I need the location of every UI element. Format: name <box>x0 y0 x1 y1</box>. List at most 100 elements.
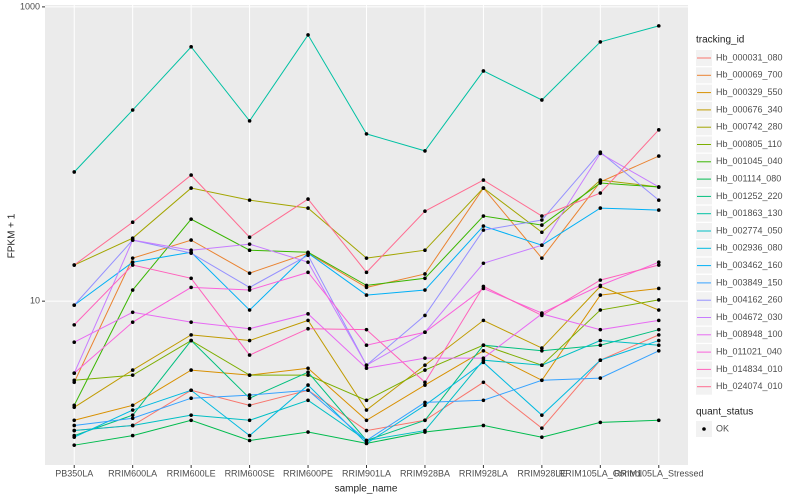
data-point <box>189 186 193 190</box>
data-point <box>540 98 544 102</box>
data-point <box>598 191 603 195</box>
data-point <box>247 353 252 357</box>
data-point <box>189 338 193 343</box>
data-point <box>247 198 252 202</box>
data-point <box>540 218 544 222</box>
x-axis-title: sample_name <box>335 484 398 495</box>
data-point <box>598 151 603 156</box>
data-point <box>656 333 661 337</box>
data-point <box>130 320 135 324</box>
data-point <box>306 206 310 210</box>
data-point <box>72 340 77 345</box>
legend-label: Hb_002936_080 <box>716 243 783 253</box>
data-point <box>130 368 135 372</box>
x-tick-label: RRIM600LA <box>108 468 157 478</box>
data-point <box>423 313 427 318</box>
data-point <box>598 206 603 210</box>
legend-label: Hb_014834_010 <box>716 364 783 374</box>
data-point <box>598 181 603 185</box>
data-point <box>306 373 310 377</box>
data-point <box>306 326 310 331</box>
data-point <box>540 256 544 260</box>
data-point <box>598 283 603 288</box>
data-point <box>130 408 135 412</box>
data-point <box>423 248 427 253</box>
data-point <box>306 270 310 275</box>
data-point <box>72 170 77 174</box>
legend-label: Hb_004672_030 <box>716 312 783 322</box>
data-point <box>481 318 486 323</box>
data-point <box>481 261 486 266</box>
data-point <box>481 423 486 428</box>
data-point <box>540 214 544 218</box>
data-point <box>540 243 544 248</box>
data-point <box>130 263 135 267</box>
data-point <box>364 438 369 443</box>
data-point <box>72 443 77 447</box>
data-point <box>189 238 193 242</box>
data-point <box>130 423 135 428</box>
data-point <box>423 418 427 423</box>
legend-label: Hb_003462_160 <box>716 260 783 270</box>
data-point <box>598 338 603 343</box>
data-point <box>130 238 135 242</box>
data-point <box>364 398 369 403</box>
data-point <box>656 298 661 302</box>
data-point <box>130 256 135 260</box>
data-point <box>540 348 544 353</box>
data-point <box>540 230 544 235</box>
data-point <box>306 253 310 258</box>
legend-label: Hb_003849_150 <box>716 277 783 287</box>
data-point <box>423 383 427 387</box>
data-point <box>423 272 427 276</box>
data-point <box>189 333 193 337</box>
data-point <box>481 356 486 360</box>
x-tick-label: RRIM600LE <box>167 468 216 478</box>
data-point <box>247 288 252 292</box>
data-point <box>306 383 310 387</box>
data-point <box>364 363 369 368</box>
data-point <box>423 276 427 281</box>
data-point <box>72 323 77 327</box>
data-point <box>481 228 486 232</box>
data-point <box>598 420 603 425</box>
data-point <box>656 208 661 212</box>
data-point <box>189 418 193 423</box>
data-point <box>656 154 661 158</box>
data-point <box>423 288 427 292</box>
data-point <box>656 24 661 28</box>
data-point <box>189 285 193 290</box>
legend-label: Hb_001252_220 <box>716 191 783 201</box>
data-point <box>130 416 135 421</box>
data-point <box>423 356 427 360</box>
shape-legend-label: OK <box>716 423 729 433</box>
data-point <box>540 223 544 227</box>
data-point <box>247 308 252 312</box>
data-point <box>247 242 252 246</box>
data-point <box>423 400 427 405</box>
legend-label: Hb_000676_340 <box>716 104 783 114</box>
data-point <box>306 197 310 201</box>
data-point <box>72 403 77 408</box>
data-point <box>364 428 369 433</box>
data-point <box>540 435 544 439</box>
data-point <box>247 235 252 240</box>
x-tick-label: RRIM928LA <box>459 468 508 478</box>
data-point <box>247 433 252 438</box>
data-point <box>656 185 661 189</box>
data-point <box>189 217 193 221</box>
data-point <box>247 373 252 377</box>
legend-label: Hb_000805_110 <box>716 139 782 149</box>
data-point <box>656 198 661 202</box>
data-point <box>598 178 603 182</box>
data-point <box>481 348 486 353</box>
data-point <box>247 338 252 343</box>
data-point <box>364 256 369 260</box>
data-point <box>656 128 661 132</box>
data-point <box>306 33 310 37</box>
data-point <box>656 318 661 323</box>
data-point <box>130 220 135 225</box>
legend-point <box>702 427 706 431</box>
data-point <box>423 368 427 372</box>
